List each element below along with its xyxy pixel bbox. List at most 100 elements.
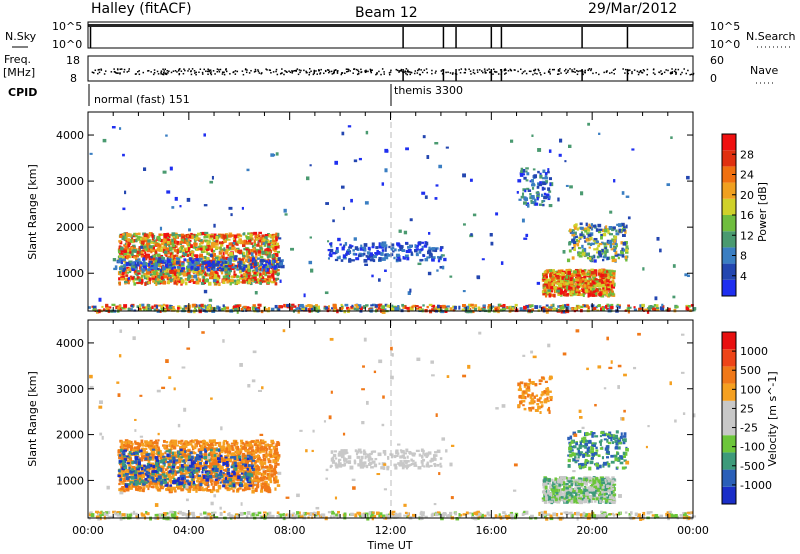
power-cell: [569, 280, 574, 284]
freq-dot: [480, 70, 483, 72]
power-cell: [339, 307, 344, 310]
power-cell: [209, 271, 214, 276]
power-cell: [398, 258, 402, 262]
freq-dot: [547, 71, 550, 73]
velocity-cell: [199, 440, 203, 444]
power-cell: [508, 305, 513, 310]
power-cell: [576, 276, 580, 281]
velocity-cell: [192, 488, 195, 492]
power-cell: [641, 303, 645, 307]
freq-dot: [638, 71, 640, 74]
power-cell: [198, 257, 203, 261]
power-cell: [120, 277, 125, 281]
power-cell: [603, 291, 607, 295]
power-cell: [603, 228, 608, 233]
power-cell: [132, 265, 136, 269]
power-cell: [521, 173, 526, 176]
power-cell: [544, 280, 548, 284]
power-cell: [185, 239, 189, 243]
power-cell: [268, 254, 271, 258]
power-cell: [364, 263, 369, 266]
power-cell: [589, 285, 593, 289]
power-cell: [220, 258, 224, 262]
velocity-cell: [229, 458, 233, 462]
power-cell: [603, 273, 608, 278]
power-cell: [136, 237, 140, 241]
power-cell: [380, 246, 384, 249]
power-cell: [102, 308, 106, 312]
power-cell: [236, 280, 240, 285]
power-cell: [592, 293, 596, 297]
power-cell: [181, 238, 185, 243]
power-cell: [546, 270, 549, 274]
power-cell: [386, 304, 391, 308]
power-cell: [155, 305, 159, 310]
power-cell: [248, 236, 251, 240]
power-cell: [206, 268, 211, 272]
power-cell: [159, 226, 163, 231]
power-cell: [378, 242, 381, 247]
power-cell: [606, 303, 610, 307]
power-cell: [257, 306, 261, 311]
power-cell: [194, 267, 199, 271]
power-cell: [231, 281, 235, 284]
freq-dot: [316, 73, 318, 75]
power-cell: [125, 271, 129, 274]
power-cell: [204, 273, 208, 277]
power-cell: [415, 252, 419, 255]
power-cell: [553, 285, 557, 289]
power-cell: [272, 242, 275, 245]
power-cell: [612, 280, 615, 284]
velocity-cell: [193, 451, 197, 455]
freq-dot: [293, 69, 296, 72]
power-cell: [333, 306, 338, 310]
power-cell: [520, 167, 524, 172]
power-cell: [217, 260, 220, 265]
power-cell: [155, 280, 160, 283]
velocity-cell: [185, 472, 188, 475]
power-cell: [155, 265, 158, 269]
freq-dot: [128, 68, 131, 70]
power-cell: [239, 238, 242, 242]
freq-dot: [571, 69, 573, 71]
power-cell: [611, 258, 616, 263]
freq-dot: [627, 72, 629, 75]
power-cell: [224, 262, 228, 266]
power-cell: [280, 305, 284, 309]
power-cell: [598, 253, 603, 258]
freq-dot: [119, 73, 121, 75]
power-cell: [477, 306, 481, 309]
freq-dot: [147, 69, 150, 72]
power-cell: [371, 303, 376, 307]
power-cell: [145, 247, 148, 251]
power-cell: [661, 307, 665, 311]
power-cell: [571, 307, 574, 310]
power-cell: [675, 305, 679, 309]
power-cell: [335, 249, 339, 253]
power-cell: [176, 242, 179, 246]
power-cell: [254, 262, 258, 266]
power-cell: [585, 238, 589, 242]
power-cell: [510, 139, 514, 143]
power-cell: [276, 269, 280, 272]
freq-dot: [283, 73, 285, 76]
power-cell: [267, 275, 271, 278]
freq-dot: [652, 72, 655, 74]
power-cell: [407, 248, 412, 252]
velocity-cell: [212, 459, 215, 464]
velocity-cell: [152, 453, 155, 457]
power-cell: [293, 309, 297, 312]
freq-dot: [167, 72, 169, 74]
power-cell: [476, 275, 480, 279]
power-cell: [243, 251, 246, 255]
freq-dot: [565, 68, 567, 71]
power-cell: [216, 272, 219, 276]
power-cell: [432, 256, 436, 260]
power-cell: [136, 270, 140, 273]
power-cell: [89, 152, 93, 155]
power-cell: [303, 293, 306, 298]
power-cell: [175, 235, 179, 239]
power-cell: [597, 282, 601, 287]
freq-dot: [291, 70, 293, 72]
power-cell: [272, 277, 276, 282]
